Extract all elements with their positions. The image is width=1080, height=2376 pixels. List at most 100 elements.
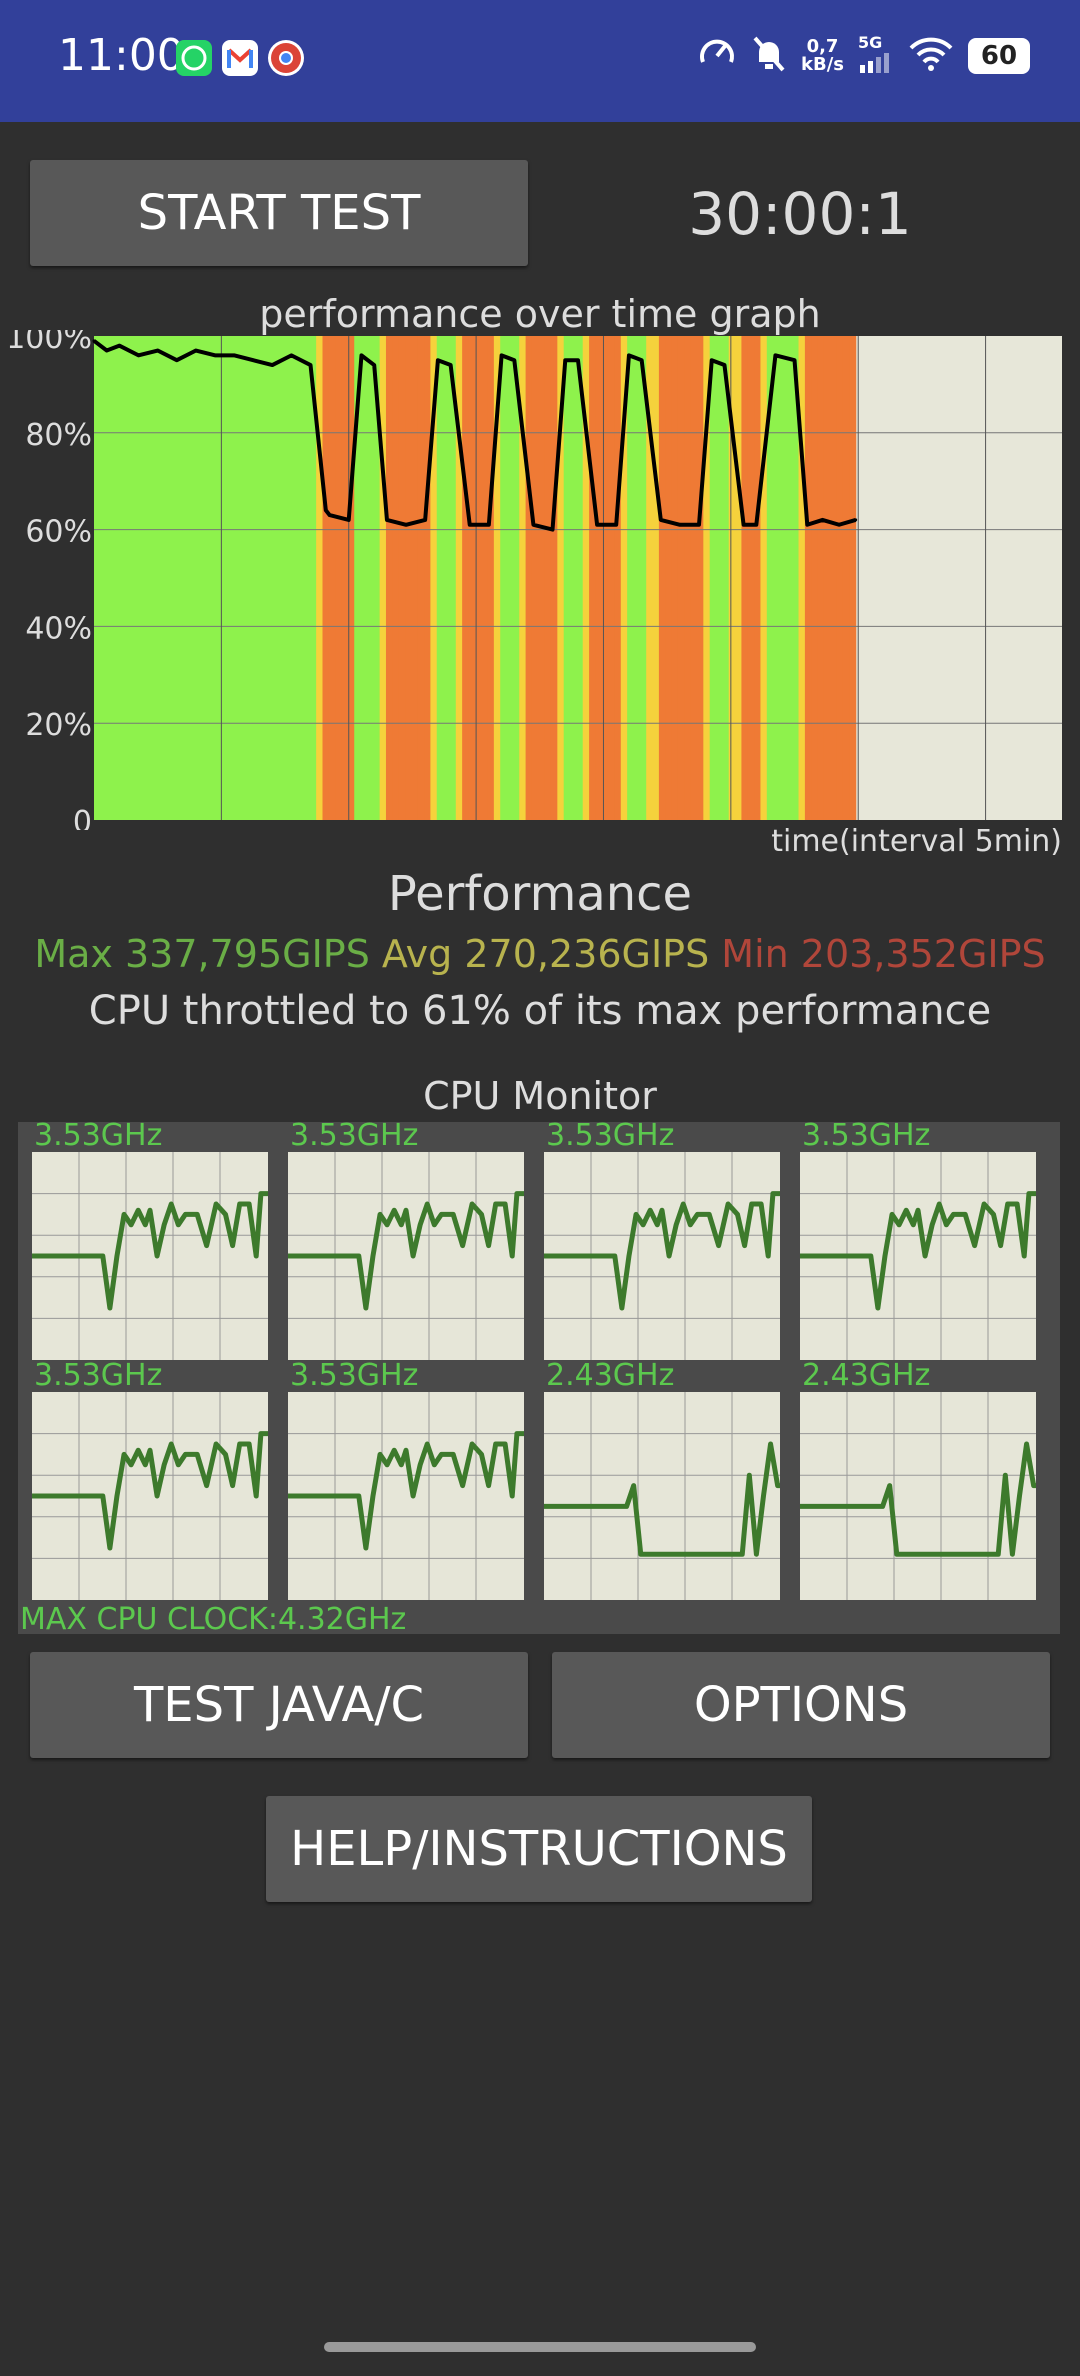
cpu-core-line — [32, 1431, 268, 1551]
graph-fill-column — [322, 336, 330, 820]
y-tick-label: 100% — [6, 330, 92, 356]
cpu-core-frequency: 3.53GHz — [546, 1118, 675, 1153]
graph-fill-column — [481, 336, 489, 820]
graph-fill-column — [785, 336, 793, 820]
home-indicator[interactable] — [324, 2342, 756, 2352]
throttle-summary: CPU throttled to 61% of its max performa… — [88, 988, 992, 1034]
network-type: 5G — [858, 33, 883, 52]
data-point — [270, 363, 274, 367]
graph-fill-column — [201, 336, 209, 820]
data-point — [359, 353, 363, 357]
data-point — [742, 523, 746, 527]
options-button[interactable]: OPTIONS — [552, 1652, 1050, 1758]
graph-fill-column — [690, 336, 698, 820]
data-point — [805, 523, 809, 527]
data-point — [627, 353, 631, 357]
graph-x-label: time(interval 5min) — [771, 824, 1062, 859]
data-point — [372, 363, 376, 367]
test-java-c-button[interactable]: TEST JAVA/C — [30, 1652, 528, 1758]
graph-fill-column — [195, 336, 203, 820]
performance-graph: 100% 80% 60% 40% 20% 0 — [6, 330, 1062, 830]
cpu-core-graph — [800, 1152, 1036, 1360]
data-point — [117, 344, 121, 348]
cpu-core-graph — [288, 1152, 524, 1360]
cpu-core-line — [544, 1191, 780, 1311]
cpu-core-frequency: 3.53GHz — [290, 1358, 419, 1393]
cpu-core-graph — [544, 1392, 780, 1600]
cpu-core-line — [800, 1441, 1036, 1557]
data-point — [512, 358, 516, 362]
graph-fill-column — [665, 336, 673, 820]
graph-fill-column — [792, 336, 800, 820]
graph-fill-column — [677, 336, 685, 820]
graph-fill-column — [804, 336, 812, 820]
y-tick-label: 80% — [25, 418, 92, 453]
y-tick-label: 40% — [25, 611, 92, 646]
graph-fill-column — [773, 336, 781, 820]
graph-fill-column — [633, 336, 641, 820]
help-instructions-button[interactable]: HELP/INSTRUCTIONS — [266, 1796, 812, 1902]
graph-fill-column — [519, 336, 527, 820]
data-point — [213, 353, 217, 357]
performance-line — [92, 339, 857, 532]
cpu-core-graph — [288, 1392, 524, 1600]
graph-fill-column — [836, 336, 844, 820]
cpu-core-plot — [800, 1392, 1036, 1600]
chrome-icon — [268, 40, 304, 76]
graph-fill-column — [347, 336, 355, 820]
graph-fill-column — [430, 336, 438, 820]
graph-fill-column — [341, 336, 349, 820]
cpu-core-frequency: 3.53GHz — [290, 1118, 419, 1153]
data-point — [722, 363, 726, 367]
graph-fill-column — [424, 336, 432, 820]
data-point — [251, 358, 255, 362]
graph-fill-column — [392, 336, 400, 820]
data-point — [576, 358, 580, 362]
data-point — [531, 523, 535, 527]
graph-fill-column — [398, 336, 406, 820]
graph-fill-column — [436, 336, 444, 820]
y-tick-label: 0 — [73, 805, 92, 830]
cpu-monitor-title: CPU Monitor — [423, 1074, 657, 1118]
data-point — [837, 523, 841, 527]
graph-fill-column — [760, 336, 768, 820]
graph-fill-column — [582, 336, 590, 820]
data-point — [659, 518, 663, 522]
data-point — [500, 353, 504, 357]
graph-fill-column — [189, 336, 197, 820]
cpu-core-3: 3.53GHz — [544, 1120, 780, 1360]
signal-group: 5G — [858, 35, 894, 77]
graph-fill-column — [512, 336, 520, 820]
bell-muted-icon — [751, 34, 787, 78]
graph-fill-column — [627, 336, 635, 820]
min-performance: Min 203,352GIPS — [721, 932, 1046, 976]
graph-fill-column — [176, 336, 184, 820]
graph-fill-column — [220, 336, 228, 820]
test-timer: 30:00:1 — [688, 180, 912, 248]
graph-fill-column — [303, 336, 311, 820]
graph-fill-column — [246, 336, 254, 820]
cpu-core-line — [800, 1191, 1036, 1311]
graph-fill-column — [728, 336, 736, 820]
graph-fill-column — [170, 336, 178, 820]
data-point — [710, 358, 714, 362]
graph-fill-column — [722, 336, 730, 820]
cpu-core-graph — [32, 1392, 268, 1600]
start-test-button[interactable]: START TEST — [30, 160, 528, 266]
cpu-core-graph — [32, 1152, 268, 1360]
cpu-core-frequency: 3.53GHz — [34, 1118, 163, 1153]
cpu-core-8: 2.43GHz — [800, 1360, 1036, 1600]
graph-fill-column — [354, 336, 362, 820]
max-cpu-clock: MAX CPU CLOCK:4.32GHz — [20, 1602, 407, 1637]
graph-fill-column — [405, 336, 412, 820]
graph-fill-column — [614, 336, 622, 820]
graph-fill-column — [646, 336, 654, 820]
graph-fill-column — [608, 336, 616, 820]
net-speed-value: 0,7 — [806, 36, 839, 57]
data-point — [404, 523, 408, 527]
graph-fill-column — [360, 336, 368, 820]
data-point — [854, 518, 858, 522]
graph-fill-column — [500, 336, 508, 820]
graph-fill-column — [385, 336, 393, 820]
graph-fill-column — [538, 336, 546, 820]
